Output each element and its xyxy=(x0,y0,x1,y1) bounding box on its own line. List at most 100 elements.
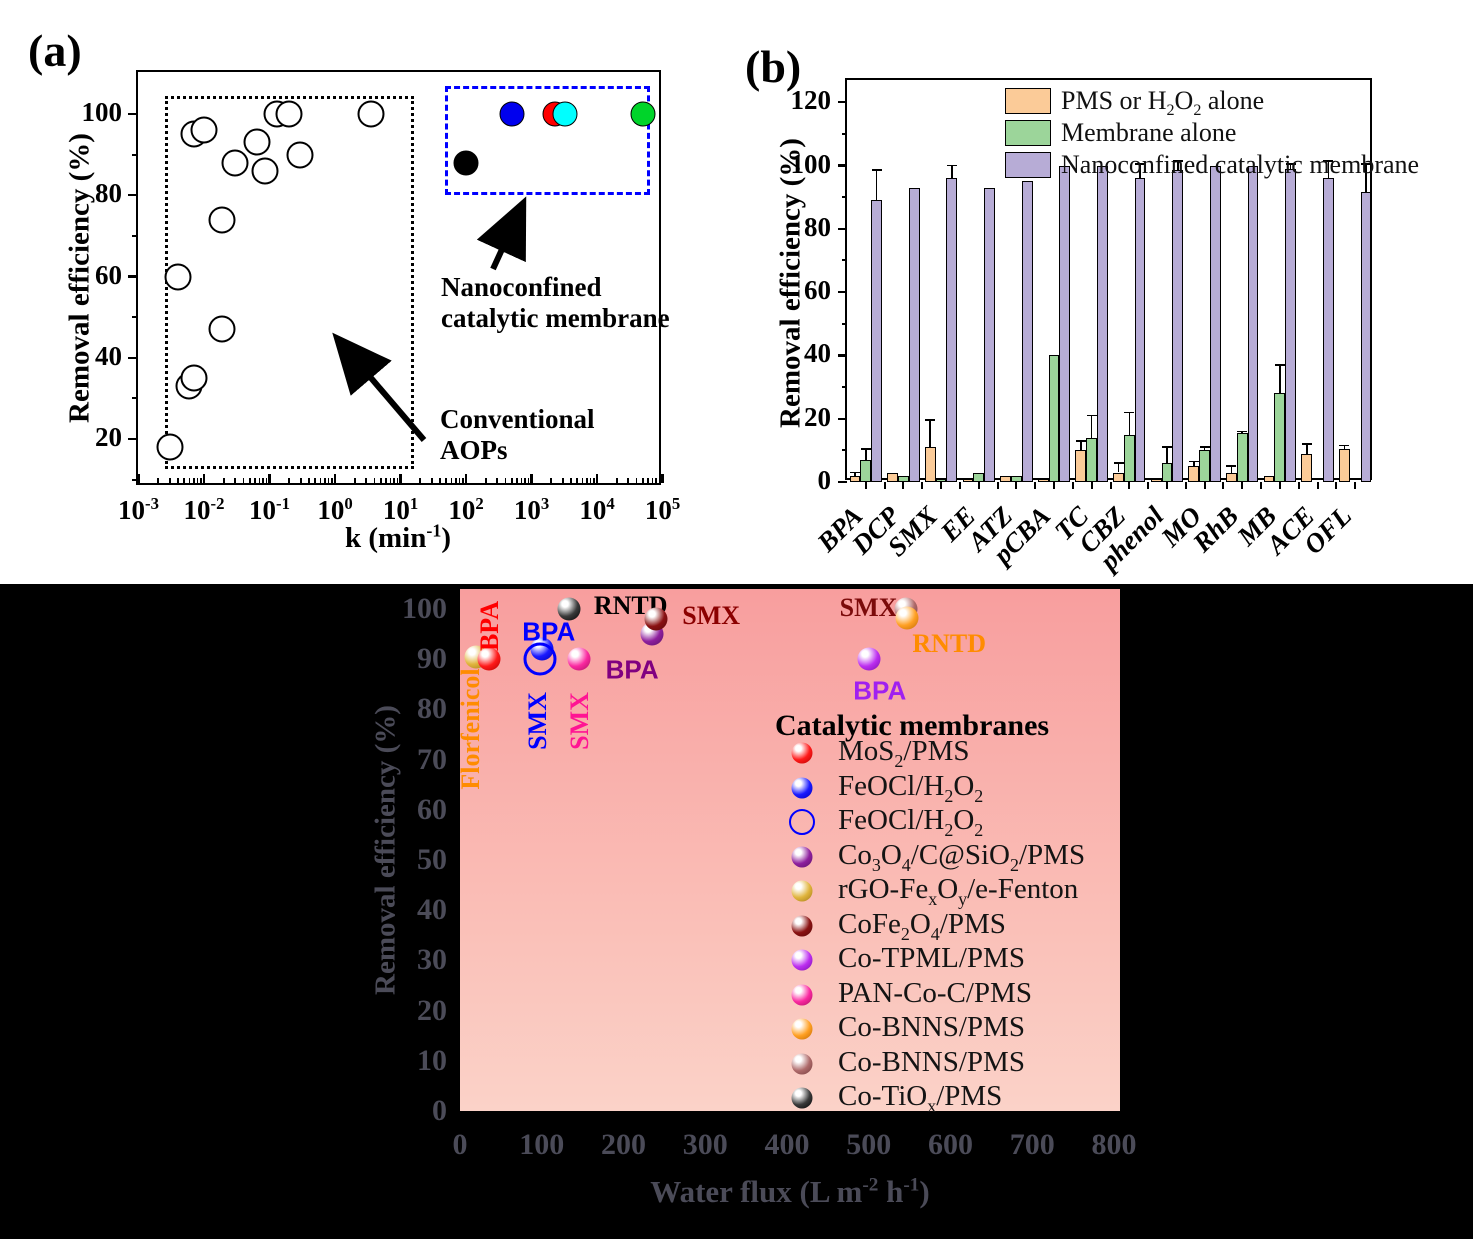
x-axis-tick xyxy=(1203,482,1206,489)
x-axis-minor-tick xyxy=(177,478,179,483)
x-axis-tick xyxy=(137,474,140,483)
bar-ATZ-s1 xyxy=(1010,475,1022,482)
legend-marker xyxy=(791,1053,813,1074)
bar-pCBA-s1 xyxy=(1048,355,1060,482)
y-axis-minor-tick xyxy=(842,132,847,135)
error-bar xyxy=(1139,163,1141,179)
x-axis-minor-tick xyxy=(883,482,886,489)
panel-b-y-axis-label: Removal efficiency (%) xyxy=(774,138,807,428)
panel-c-x-axis-label: Water flux (L m-2 h-1) xyxy=(650,1174,930,1209)
x-axis-minor-tick xyxy=(353,478,356,483)
x-axis-tick-label: 10-1 xyxy=(249,494,290,525)
y-axis-tick-label: 80 xyxy=(804,211,831,242)
data-point-RNTD xyxy=(895,606,919,630)
x-axis-minor-tick xyxy=(439,478,441,483)
panel-a-x-axis-label: k (min-1) xyxy=(344,520,452,554)
x-axis-minor-tick xyxy=(570,478,572,483)
nanoconfined-annotation: Nanoconfined catalytic membrane xyxy=(441,272,670,334)
error-bar xyxy=(1279,364,1281,394)
legend-marker xyxy=(791,984,813,1005)
y-axis-tick-label: 60 xyxy=(95,259,122,290)
x-axis-minor-tick xyxy=(1335,482,1338,489)
x-axis-minor-tick xyxy=(168,478,171,483)
x-axis-minor-tick xyxy=(331,478,333,483)
legend-swatch xyxy=(1005,120,1051,146)
conventional-annotation-line1: Conventional xyxy=(440,404,595,434)
x-axis-tick xyxy=(268,474,271,483)
y-axis-tick xyxy=(838,164,847,167)
x-axis-minor-tick xyxy=(188,478,191,483)
error-bar-cap xyxy=(925,419,936,422)
x-axis-tick-label: 104 xyxy=(579,494,615,525)
x-axis-minor-tick xyxy=(324,478,326,483)
error-bar xyxy=(1117,463,1120,473)
bar-EE-s1 xyxy=(973,472,985,482)
y-axis-tick-label: 40 xyxy=(95,340,122,371)
bar-RhB-s1 xyxy=(1236,432,1248,482)
y-axis-minor-tick xyxy=(132,397,138,400)
error-bar xyxy=(854,472,856,476)
x-axis-tick-label: 300 xyxy=(682,1128,728,1161)
x-axis-tick-label: 200 xyxy=(601,1128,646,1161)
legend-marker xyxy=(791,1018,813,1040)
x-axis-tick xyxy=(1015,482,1018,489)
point-label-SMX: SMX xyxy=(682,601,741,631)
x-axis-minor-tick xyxy=(157,478,159,483)
x-axis-tick xyxy=(464,474,468,483)
x-axis-tick-label: 0 xyxy=(452,1128,468,1161)
legend-entry-label: PAN-Co-C/PMS xyxy=(838,976,1032,1009)
x-axis-minor-tick xyxy=(389,478,392,483)
error-bar-cap xyxy=(946,164,957,167)
x-axis-minor-tick xyxy=(385,478,387,483)
bar-TC-s0 xyxy=(1075,450,1087,482)
bar-pCBA-s2 xyxy=(1059,165,1071,482)
y-axis-tick xyxy=(128,356,138,359)
x-axis-minor-tick xyxy=(183,478,186,483)
point-label-BPA: BPA xyxy=(474,601,504,652)
x-axis-tick xyxy=(202,474,206,483)
y-axis-tick-label: 60 xyxy=(804,275,831,306)
legend-label: Membrane alone xyxy=(1061,118,1237,147)
x-axis-minor-tick xyxy=(516,478,518,483)
y-axis-minor-tick xyxy=(132,478,138,481)
error-bar-cap xyxy=(1086,414,1097,417)
x-axis-minor-tick xyxy=(458,478,461,483)
error-bar xyxy=(1203,447,1206,451)
bar-TC-s1 xyxy=(1086,437,1098,482)
x-axis-minor-tick xyxy=(958,482,961,489)
x-axis-minor-tick xyxy=(655,478,657,483)
x-axis-minor-tick xyxy=(641,478,644,483)
error-bar xyxy=(875,170,878,201)
panel-b-plot: 0 20 40 60 80 100 120 BPA DCP SMX EE ATZ pCBA TC CBZ ph… xyxy=(791,78,1419,576)
error-bar-cap xyxy=(1339,444,1350,447)
x-axis-minor-tick xyxy=(242,478,245,483)
bar-ACE-s2 xyxy=(1322,178,1334,482)
error-bar-cap xyxy=(1274,364,1285,366)
bar-DCP-s2 xyxy=(908,187,920,482)
legend-swatch xyxy=(1005,88,1051,114)
x-axis-tick-label: 105 xyxy=(644,494,681,525)
y-axis-tick xyxy=(128,437,138,441)
x-axis-minor-tick xyxy=(496,478,499,483)
x-axis-tick-label: 10-3 xyxy=(118,494,159,525)
x-axis-tick-label: 400 xyxy=(764,1128,810,1161)
legend-entry-label: Co3O4/C@SiO2/PMS xyxy=(838,838,1086,875)
panel-c-plot-area: Catalytic membranes Florfenicol BPA BPA SMX… xyxy=(456,589,1120,1115)
x-axis-tick-label: 800 xyxy=(1091,1128,1137,1161)
x-axis-tick xyxy=(1090,482,1093,489)
y-axis-tick xyxy=(838,290,847,294)
x-axis-tick xyxy=(1053,482,1056,489)
x-axis-tick-label: 500 xyxy=(846,1128,892,1161)
y-axis-tick xyxy=(128,275,138,278)
bar-OFL-s2 xyxy=(1360,192,1372,482)
x-axis-minor-tick xyxy=(379,478,382,483)
y-axis-tick-label: 20 xyxy=(417,993,447,1027)
y-axis-tick-label: 100 xyxy=(81,97,123,127)
x-axis-minor-tick xyxy=(1297,482,1300,489)
error-bar xyxy=(1128,412,1131,435)
error-bar-cap xyxy=(1199,446,1210,448)
x-axis-minor-tick xyxy=(593,478,595,483)
x-axis-minor-tick xyxy=(581,478,584,483)
data-point-SMX xyxy=(567,647,591,671)
bar-OFL-s0 xyxy=(1338,448,1350,482)
